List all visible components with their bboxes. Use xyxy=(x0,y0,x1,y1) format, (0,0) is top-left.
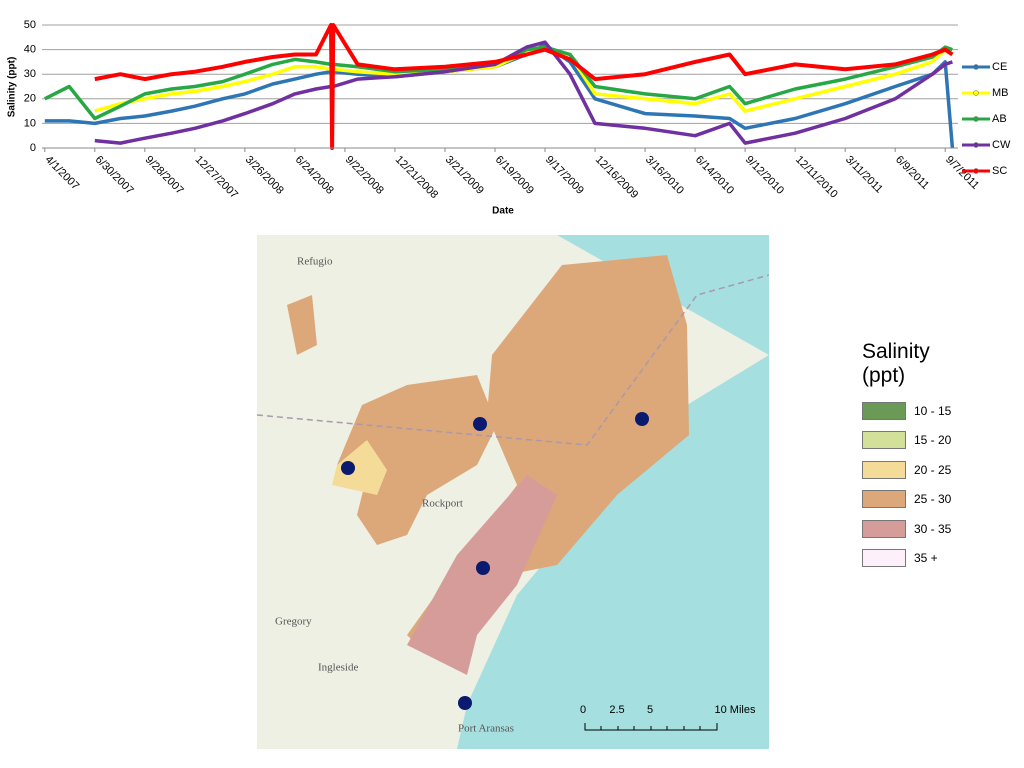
legend-label: MB xyxy=(992,87,1009,99)
data-line xyxy=(44,45,953,121)
x-tick-label: 9/28/2007 xyxy=(143,154,186,197)
upper-bay-low-salinity xyxy=(332,440,387,495)
y-tick-label: 30 xyxy=(24,68,36,80)
station xyxy=(341,461,355,475)
x-tick-label: 12/11/2010 xyxy=(793,154,840,201)
place-label: Port Aransas xyxy=(458,723,514,735)
y-tick-label: 20 xyxy=(24,93,36,105)
place-label: Gregory xyxy=(275,616,312,628)
data-line xyxy=(94,40,953,145)
station xyxy=(458,696,472,710)
legend-label: 25 - 30 xyxy=(914,492,952,507)
y-tick-label: 40 xyxy=(24,44,36,56)
legend-title: Salinity (ppt) xyxy=(862,340,930,387)
legend-swatch xyxy=(862,519,906,538)
legend-label: AB xyxy=(992,113,1007,125)
station xyxy=(635,412,649,426)
scale-label: 2.5 xyxy=(609,704,624,716)
data-line xyxy=(94,23,954,150)
x-tick-label: 12/21/2008 xyxy=(393,154,440,201)
legend-marker xyxy=(973,168,979,174)
legend-item: 25 - 30 xyxy=(862,485,972,515)
legend-label: CW xyxy=(992,139,1011,151)
x-tick-label: 6/30/2007 xyxy=(93,154,136,197)
legend-item: 35 + xyxy=(862,544,972,574)
x-tick-label: 9/22/2008 xyxy=(343,154,386,197)
map-legend: Salinity (ppt) 10 - 15 15 - 20 20 - 25 25 -… xyxy=(862,340,972,573)
legend-marker xyxy=(973,64,979,70)
y-tick-label: 50 xyxy=(24,19,36,31)
x-tick-label: 3/16/2010 xyxy=(643,154,686,197)
place-label: Refugio xyxy=(297,256,333,268)
y-axis-label: Salinity (ppt) xyxy=(7,57,18,118)
scale-label: 10 Miles xyxy=(715,704,756,716)
x-tick-label: 12/27/2007 xyxy=(193,154,240,201)
x-tick-label: 12/16/2009 xyxy=(593,154,640,201)
legend-item: 20 - 25 xyxy=(862,455,972,485)
x-tick-label: 3/21/2009 xyxy=(443,154,486,197)
scale-bar xyxy=(584,723,718,731)
scale-label: 0 xyxy=(580,704,586,716)
place-label: Rockport xyxy=(422,498,463,510)
legend-swatch xyxy=(862,460,906,479)
legend-swatch xyxy=(862,549,906,568)
y-tick-label: 10 xyxy=(24,117,36,129)
y-tick-label: 0 xyxy=(30,142,36,154)
mission-bay xyxy=(287,295,317,355)
station xyxy=(476,561,490,575)
x-tick-label: 3/26/2008 xyxy=(243,154,286,197)
map: Refugio Rockport Gregory Ingleside Port … xyxy=(257,235,769,749)
x-tick-label: 4/1/2007 xyxy=(43,154,82,193)
lower-bay xyxy=(407,475,557,675)
legend-label: 10 - 15 xyxy=(914,403,952,418)
legend-swatch xyxy=(862,431,906,450)
x-tick-label: 9/17/2009 xyxy=(543,154,586,197)
x-tick-label: 6/19/2009 xyxy=(493,154,536,197)
legend-marker xyxy=(973,116,979,122)
legend-item: 30 - 35 xyxy=(862,514,972,544)
aransas-bay-west xyxy=(337,375,497,545)
legend-label: 30 - 35 xyxy=(914,521,952,536)
legend-marker xyxy=(973,90,979,96)
legend-label: 15 - 20 xyxy=(914,433,952,448)
line-chart: Salinity (ppt) Date 0 10 20 30 40 50 4/1/2007 6… xyxy=(7,19,1011,217)
x-tick-label: 6/24/2008 xyxy=(293,154,336,197)
legend-label: CE xyxy=(992,61,1007,73)
legend-swatch xyxy=(862,490,906,509)
legend-item: 10 - 15 xyxy=(862,396,972,426)
legend-item: 15 - 20 xyxy=(862,426,972,456)
x-tick-label: 6/14/2010 xyxy=(693,154,736,197)
legend-swatch xyxy=(862,401,906,420)
place-label: Ingleside xyxy=(318,662,358,674)
x-tick-label: 3/11/2011 xyxy=(843,154,885,196)
scale-label: 5 xyxy=(647,704,653,716)
county-line xyxy=(257,274,769,446)
x-tick-label: 9/12/2010 xyxy=(743,154,786,197)
legend-label: 35 + xyxy=(914,551,938,566)
legend-label: 20 - 25 xyxy=(914,462,952,477)
x-axis-label: Date xyxy=(492,206,514,217)
legend-marker xyxy=(973,142,979,148)
legend-label: SC xyxy=(992,165,1007,177)
x-tick-label: 6/9/2011 xyxy=(893,154,931,192)
station xyxy=(473,417,487,431)
